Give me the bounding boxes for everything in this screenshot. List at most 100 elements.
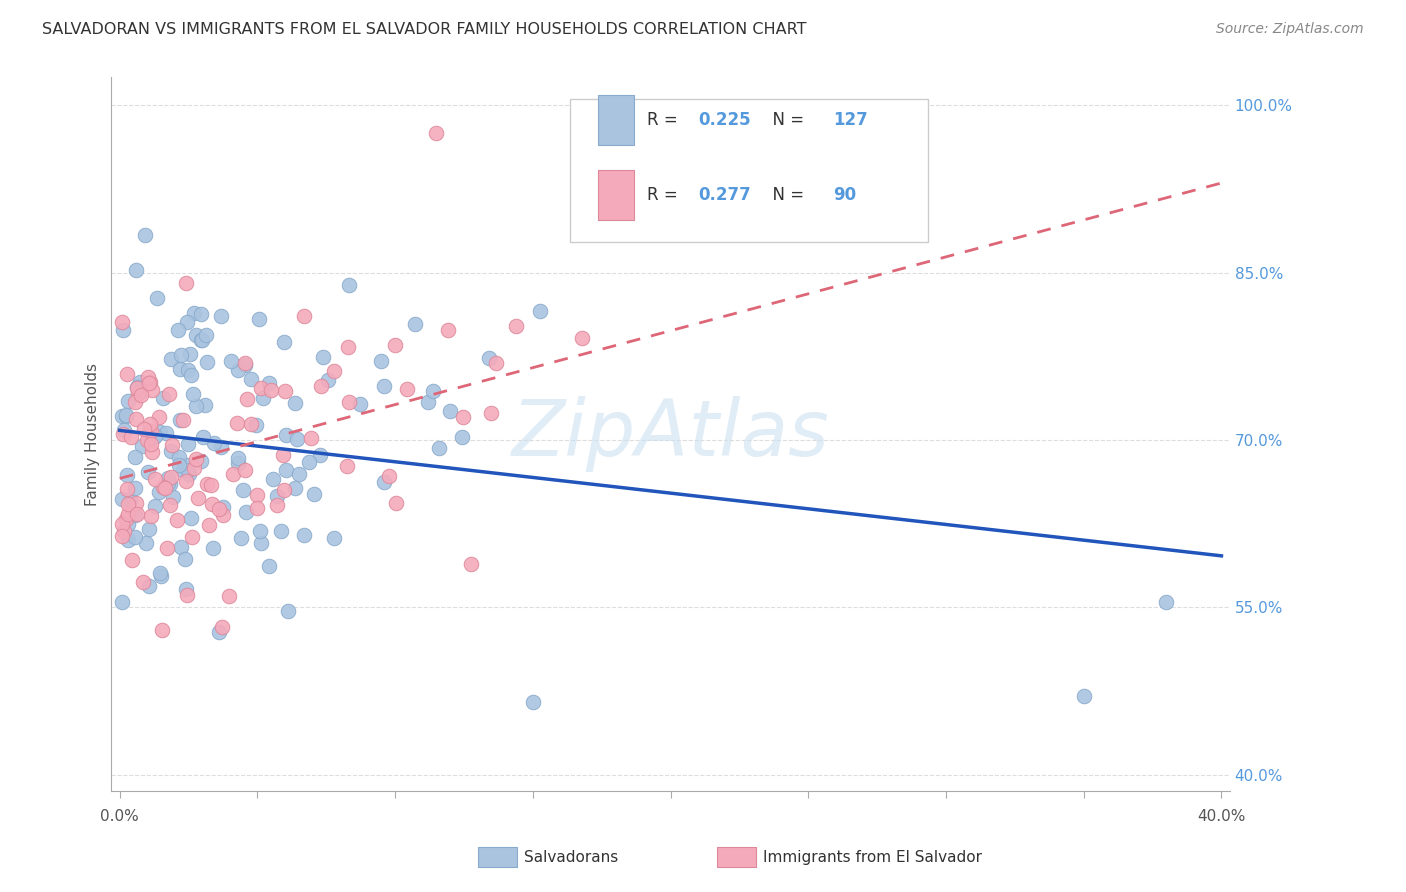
- Point: [149, 425, 172, 440]
- Point: [160, 351, 183, 366]
- Point: [121, 552, 143, 566]
- Point: [138, 425, 160, 439]
- Point: [273, 483, 295, 497]
- Point: [132, 574, 155, 589]
- Point: [180, 511, 202, 525]
- Point: [115, 408, 138, 422]
- Point: [183, 461, 205, 475]
- Point: [385, 496, 408, 510]
- Point: [252, 391, 274, 405]
- Point: [157, 471, 180, 485]
- Point: [195, 476, 218, 491]
- Point: [271, 448, 294, 462]
- Point: [148, 484, 170, 499]
- Point: [160, 438, 183, 452]
- Point: [184, 328, 207, 343]
- Point: [124, 508, 146, 522]
- Point: [247, 312, 270, 326]
- Text: R =: R =: [647, 186, 683, 204]
- Point: [416, 394, 439, 409]
- Text: 0.225: 0.225: [699, 112, 751, 129]
- Point: [128, 376, 150, 390]
- Point: [115, 468, 138, 483]
- Point: [266, 498, 288, 512]
- Point: [219, 354, 242, 368]
- Text: 0.277: 0.277: [699, 186, 751, 204]
- Point: [373, 475, 395, 489]
- Point: [174, 458, 197, 473]
- Point: [174, 277, 197, 291]
- Point: [226, 363, 249, 377]
- Text: ZipAtlas: ZipAtlas: [512, 396, 830, 473]
- Point: [159, 476, 181, 491]
- Bar: [598, 170, 634, 220]
- Point: [156, 541, 179, 555]
- Point: [311, 350, 333, 364]
- Point: [451, 430, 474, 444]
- Point: [139, 509, 162, 524]
- Point: [190, 307, 212, 321]
- Point: [115, 482, 138, 496]
- Point: [481, 406, 503, 420]
- Point: [139, 437, 162, 451]
- Point: [249, 381, 271, 395]
- Point: [316, 373, 339, 387]
- Point: [160, 470, 183, 484]
- Point: [246, 501, 269, 516]
- Point: [349, 397, 371, 411]
- Point: [202, 436, 225, 450]
- Point: [202, 541, 225, 555]
- Point: [262, 473, 284, 487]
- Point: [211, 620, 233, 634]
- Point: [335, 458, 357, 473]
- Point: [143, 430, 166, 444]
- Point: [134, 422, 156, 436]
- Point: [276, 463, 298, 477]
- Point: [111, 315, 134, 329]
- Point: [311, 379, 333, 393]
- Point: [257, 376, 280, 391]
- Point: [207, 624, 229, 639]
- Point: [135, 536, 157, 550]
- Point: [111, 492, 134, 507]
- Point: [337, 395, 360, 409]
- Point: [226, 456, 249, 470]
- Point: [285, 432, 308, 446]
- Point: [337, 278, 360, 293]
- Point: [226, 451, 249, 466]
- Point: [125, 412, 148, 426]
- Point: [505, 318, 527, 333]
- Point: [190, 333, 212, 347]
- Point: [135, 434, 157, 448]
- Point: [152, 480, 174, 494]
- Point: [138, 376, 160, 390]
- Text: 0.0%: 0.0%: [100, 809, 139, 824]
- Point: [145, 472, 167, 486]
- Point: [167, 450, 190, 464]
- Point: [245, 417, 267, 432]
- Bar: [598, 95, 634, 145]
- Point: [208, 502, 231, 516]
- Point: [117, 393, 139, 408]
- Point: [370, 354, 392, 368]
- Point: [226, 416, 249, 430]
- Point: [115, 512, 138, 526]
- Point: [141, 444, 163, 458]
- Point: [111, 595, 134, 609]
- Point: [184, 451, 207, 466]
- Point: [212, 508, 235, 523]
- Point: [404, 317, 426, 331]
- Point: [170, 348, 193, 362]
- Point: [120, 492, 142, 507]
- Point: [284, 396, 307, 410]
- Point: [292, 527, 315, 541]
- Point: [422, 384, 444, 398]
- Point: [150, 569, 173, 583]
- Point: [194, 328, 217, 343]
- Text: 40.0%: 40.0%: [1198, 809, 1246, 824]
- Point: [138, 417, 160, 432]
- Point: [209, 441, 232, 455]
- Point: [232, 483, 254, 497]
- Point: [180, 531, 202, 545]
- Point: [211, 500, 233, 514]
